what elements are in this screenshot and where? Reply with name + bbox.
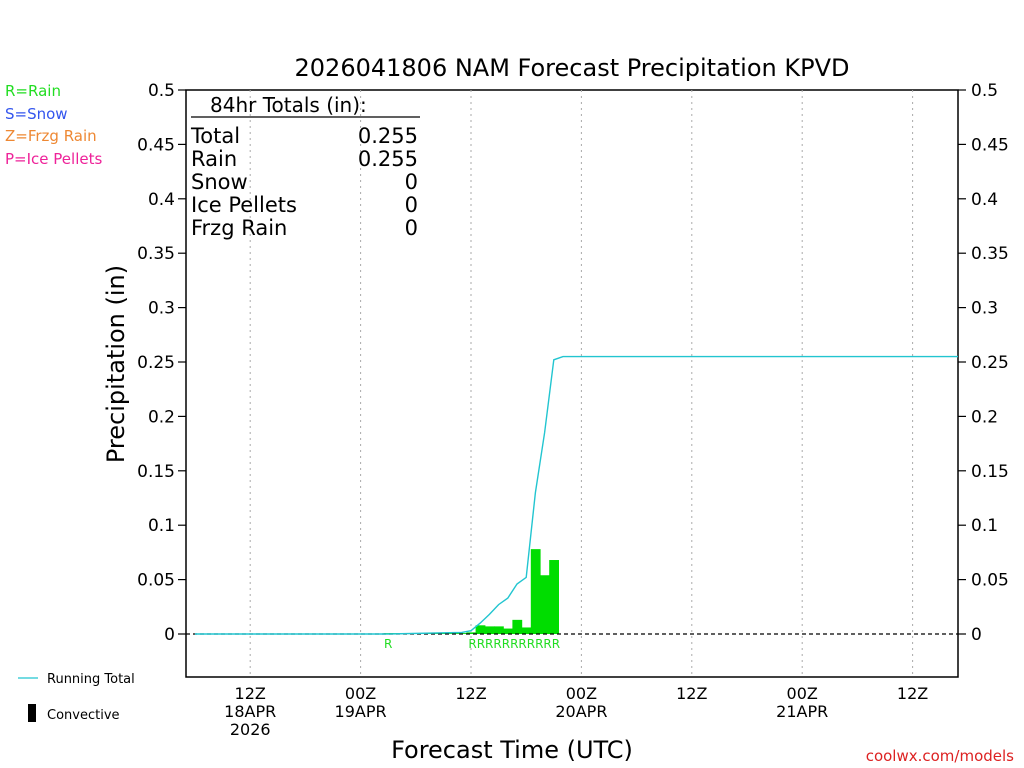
precip-bar xyxy=(503,628,513,634)
convective-legend-swatch xyxy=(28,704,36,722)
x-tick-label: 19APR xyxy=(335,702,387,721)
totals-rows: Total 0.255 Rain 0.255 Snow 0 Ice Pellets 0 Frzg… xyxy=(190,124,418,240)
y-tick-label-right: 0.05 xyxy=(971,571,1009,591)
totals-row-label: Ice Pellets xyxy=(191,193,297,217)
totals-row-value: 0.255 xyxy=(358,124,418,148)
y-tick-label-right: 0.2 xyxy=(971,407,998,427)
precip-bar xyxy=(475,625,486,634)
convective-legend-label: Convective xyxy=(47,708,120,723)
y-tick-label-right: 0.1 xyxy=(971,516,998,536)
y-axis-label: Precipitation (in) xyxy=(102,265,130,463)
y-tick-label-right: 0.5 xyxy=(971,81,998,101)
precip-bar xyxy=(484,626,495,634)
y-tick-label-left: 0.2 xyxy=(148,407,175,427)
x-tick-label: 21APR xyxy=(776,702,828,721)
totals-row-value: 0.255 xyxy=(358,147,418,171)
precip-bars xyxy=(383,549,559,634)
x-tick-label: 00Z xyxy=(566,684,597,703)
precip-bar xyxy=(512,619,523,634)
precip-bar xyxy=(540,575,550,634)
y-tick-label-right: 0.25 xyxy=(971,353,1009,373)
totals-row-label: Snow xyxy=(191,170,248,194)
x-tick-label: 00Z xyxy=(345,684,376,703)
y-tick-label-left: 0.45 xyxy=(137,135,175,155)
series-legend: Running Total Convective xyxy=(18,672,135,723)
y-tick-label-left: 0.15 xyxy=(137,462,175,482)
legend-ice-pellets: P=Ice Pellets xyxy=(5,150,102,168)
precip-bar xyxy=(549,560,559,634)
y-tick-label-left: 0.35 xyxy=(137,244,175,264)
y-tick-label-left: 0.05 xyxy=(137,571,175,591)
totals-row-label: Frzg Rain xyxy=(191,216,287,240)
precip-bar xyxy=(530,549,541,634)
x-tick-label: 12Z xyxy=(676,684,707,703)
y-tick-label-left: 0.25 xyxy=(137,353,175,373)
x-tick-label: 00Z xyxy=(787,684,818,703)
x-tick-label: 12Z xyxy=(455,684,486,703)
chart-title: 2026041806 NAM Forecast Precipitation KP… xyxy=(295,54,850,82)
y-tick-label-left: 0.4 xyxy=(148,190,175,210)
totals-row-label: Total xyxy=(190,124,240,148)
y-tick-label-left: 0.3 xyxy=(148,299,175,319)
precip-type-labels: R RRRRRRRRRRR xyxy=(384,637,560,651)
y-tick-label-right: 0.15 xyxy=(971,462,1009,482)
y-axis-left: 0 0.05 0.1 0.15 0.2 0.25 0.3 0.35 0.4 0.45 0.5 xyxy=(137,81,186,645)
x-tick-label: 20APR xyxy=(555,702,607,721)
running-total-legend-label: Running Total xyxy=(47,672,135,687)
legend-snow: S=Snow xyxy=(5,105,68,123)
credit-link[interactable]: coolwx.com/models xyxy=(866,747,1014,765)
precip-bar xyxy=(438,633,449,634)
x-tick-label: 18APR xyxy=(224,702,276,721)
precip-bar xyxy=(494,626,504,634)
x-axis-label: Forecast Time (UTC) xyxy=(391,736,633,764)
y-tick-label-right: 0.35 xyxy=(971,244,1009,264)
totals-row-value: 0 xyxy=(405,170,418,194)
totals-row-value: 0 xyxy=(405,193,418,217)
precip-bar xyxy=(521,627,532,634)
totals-row-label: Rain xyxy=(191,147,237,171)
totals-box: 84hr Totals (in): Total 0.255 Rain 0.255 Sno… xyxy=(190,93,420,240)
precip-bar xyxy=(466,632,477,634)
precip-type-label: RRRRRRRRRRR xyxy=(468,637,560,651)
x-tick-label: 12Z xyxy=(235,684,266,703)
x-tick-label: 2026 xyxy=(230,720,271,739)
y-tick-label-left: 0.1 xyxy=(148,516,175,536)
x-tick-label: 12Z xyxy=(897,684,928,703)
plot-frame xyxy=(185,89,959,678)
y-tick-label-left: 0.5 xyxy=(148,81,175,101)
totals-row-value: 0 xyxy=(405,216,418,240)
vertical-gridlines xyxy=(249,90,914,677)
y-axis-right: 0 0.05 0.1 0.15 0.2 0.25 0.3 0.35 0.4 0.45 0.5 xyxy=(958,81,1009,645)
running-total-line xyxy=(195,355,958,635)
y-tick-label-right: 0.45 xyxy=(971,135,1009,155)
legend-frzg-rain: Z=Frzg Rain xyxy=(5,127,97,145)
y-tick-label-right: 0.3 xyxy=(971,299,998,319)
precip-type-legend: R=Rain S=Snow Z=Frzg Rain P=Ice Pellets xyxy=(5,82,102,168)
precip-type-label: R xyxy=(384,637,392,651)
y-tick-label-right: 0 xyxy=(971,625,982,645)
y-tick-label-left: 0 xyxy=(164,625,175,645)
y-tick-label-right: 0.4 xyxy=(971,190,998,210)
legend-rain: R=Rain xyxy=(5,82,61,100)
totals-header: 84hr Totals (in): xyxy=(210,93,367,117)
